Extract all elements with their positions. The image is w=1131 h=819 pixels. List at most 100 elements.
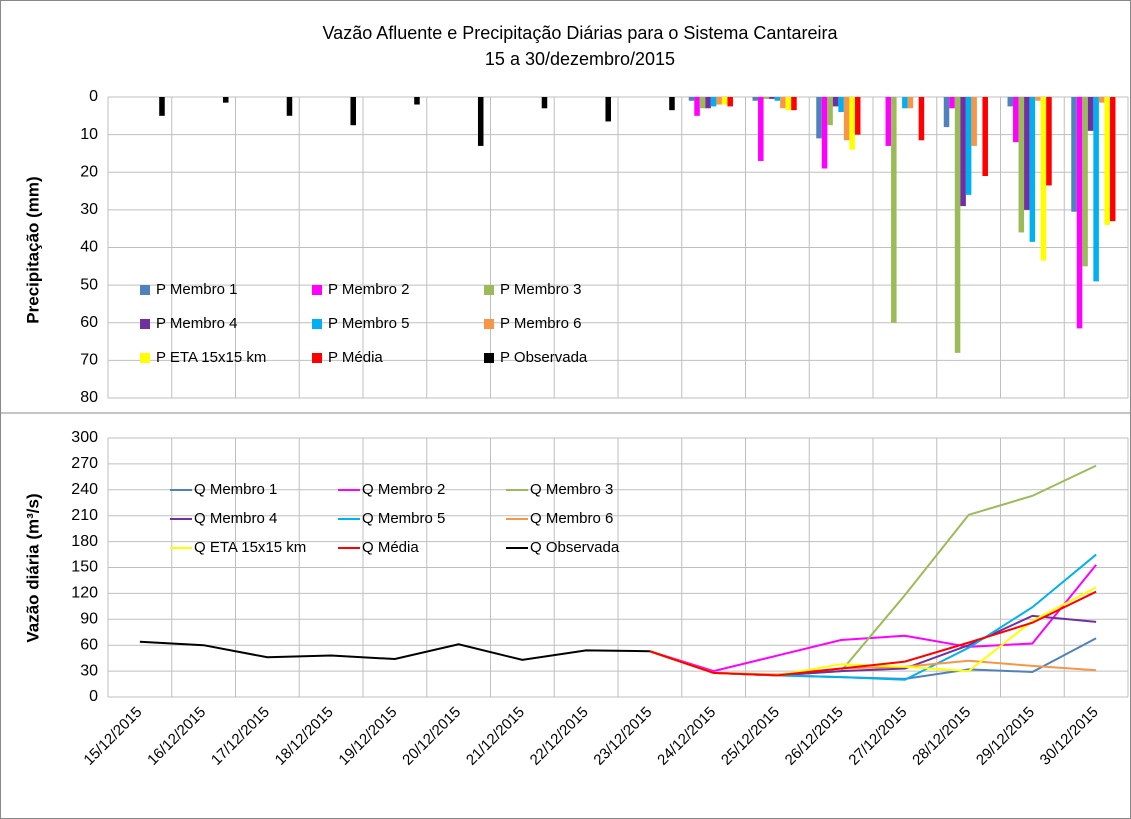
legend-label: P Membro 6	[500, 315, 581, 332]
bar	[1071, 97, 1077, 212]
bar	[763, 97, 770, 99]
bar	[960, 97, 966, 207]
bar	[1024, 97, 1030, 210]
bar	[816, 97, 822, 139]
bar	[849, 97, 855, 150]
y-tick-label: 80	[80, 389, 98, 406]
bar	[1082, 97, 1088, 267]
bar	[774, 97, 781, 101]
legend-label: Q Membro 2	[362, 481, 445, 498]
bar	[971, 97, 977, 146]
bar	[752, 97, 759, 101]
bar	[688, 97, 695, 101]
y-axis-title: Vazão diária (m³/s)	[23, 493, 42, 642]
legend-swatch	[484, 319, 494, 329]
bar	[669, 97, 675, 111]
y-tick-label: 0	[89, 88, 98, 105]
legend-label: Q Membro 5	[362, 510, 445, 527]
bar	[838, 97, 844, 113]
bar	[891, 97, 897, 323]
legend-label: Q Membro 3	[530, 481, 613, 498]
bar	[885, 97, 892, 146]
legend-label: P ETA 15x15 km	[156, 349, 266, 366]
y-tick-label: 120	[71, 585, 98, 602]
legend-label: P Membro 3	[500, 281, 581, 298]
legend-swatch	[484, 353, 494, 363]
legend-label: Q Membro 6	[530, 510, 613, 527]
bar	[1013, 97, 1019, 143]
bar	[541, 97, 548, 109]
bar	[854, 97, 861, 135]
bar	[699, 97, 706, 109]
y-tick-label: 30	[80, 662, 98, 679]
bar	[414, 97, 420, 105]
legend-label: P Média	[328, 349, 383, 366]
bar	[1076, 97, 1083, 329]
bar	[350, 97, 356, 126]
bar	[710, 97, 717, 107]
legend-swatch	[484, 285, 494, 295]
bar	[477, 97, 484, 146]
bar	[821, 97, 828, 169]
legend-label: Q Observada	[530, 539, 620, 556]
legend-swatch	[312, 319, 322, 329]
bar	[286, 97, 293, 116]
legend-swatch	[312, 285, 322, 295]
bar	[1007, 97, 1014, 107]
bar	[954, 97, 961, 353]
y-tick-label: 20	[80, 163, 98, 180]
bar	[721, 97, 728, 105]
legend-label: P Membro 4	[156, 315, 237, 332]
legend-label: Q Membro 4	[194, 510, 277, 527]
bar	[902, 97, 908, 109]
y-tick-label: 10	[80, 126, 98, 143]
legend-swatch	[140, 319, 150, 329]
bar	[832, 97, 839, 107]
bar	[1040, 97, 1047, 261]
legend-label: P Membro 1	[156, 281, 237, 298]
line-series	[649, 564, 1097, 673]
bar	[1035, 97, 1041, 101]
bar	[907, 97, 914, 109]
bar	[1046, 97, 1052, 186]
legend-swatch	[312, 353, 322, 363]
chart-subtitle: 15 a 30/dezembro/2015	[485, 49, 675, 69]
y-tick-label: 180	[71, 533, 98, 550]
y-axis-title: Precipitação (mm)	[23, 176, 42, 323]
bar	[785, 97, 792, 111]
bar	[1109, 97, 1116, 222]
y-tick-label: 210	[71, 507, 98, 524]
bar	[222, 97, 229, 103]
bar	[1087, 97, 1094, 131]
bar	[943, 97, 950, 128]
legend-swatch	[140, 353, 150, 363]
y-tick-label: 40	[80, 239, 98, 256]
bar	[791, 97, 797, 111]
bar	[694, 97, 700, 116]
legend-label: Q ETA 15x15 km	[194, 539, 306, 556]
bar	[1098, 97, 1105, 103]
bar	[605, 97, 611, 122]
bar	[965, 97, 972, 195]
y-tick-label: 90	[80, 611, 98, 628]
legend-label: Q Média	[362, 539, 419, 556]
bar	[780, 97, 786, 109]
y-tick-label: 150	[71, 559, 98, 576]
bar	[769, 97, 775, 99]
y-tick-label: 30	[80, 201, 98, 218]
bar	[1029, 97, 1036, 242]
chart-title: Vazão Afluente e Precipitação Diárias pa…	[323, 23, 839, 43]
legend-label: Q Membro 1	[194, 481, 277, 498]
y-tick-label: 60	[80, 636, 98, 653]
legend-label: P Membro 5	[328, 315, 409, 332]
y-tick-label: 50	[80, 276, 98, 293]
bar	[982, 97, 988, 177]
y-tick-label: 0	[89, 688, 98, 705]
bar	[1018, 97, 1025, 233]
bar	[1104, 97, 1110, 225]
bar	[727, 97, 733, 107]
legend-swatch	[140, 285, 150, 295]
y-tick-label: 60	[80, 314, 98, 331]
